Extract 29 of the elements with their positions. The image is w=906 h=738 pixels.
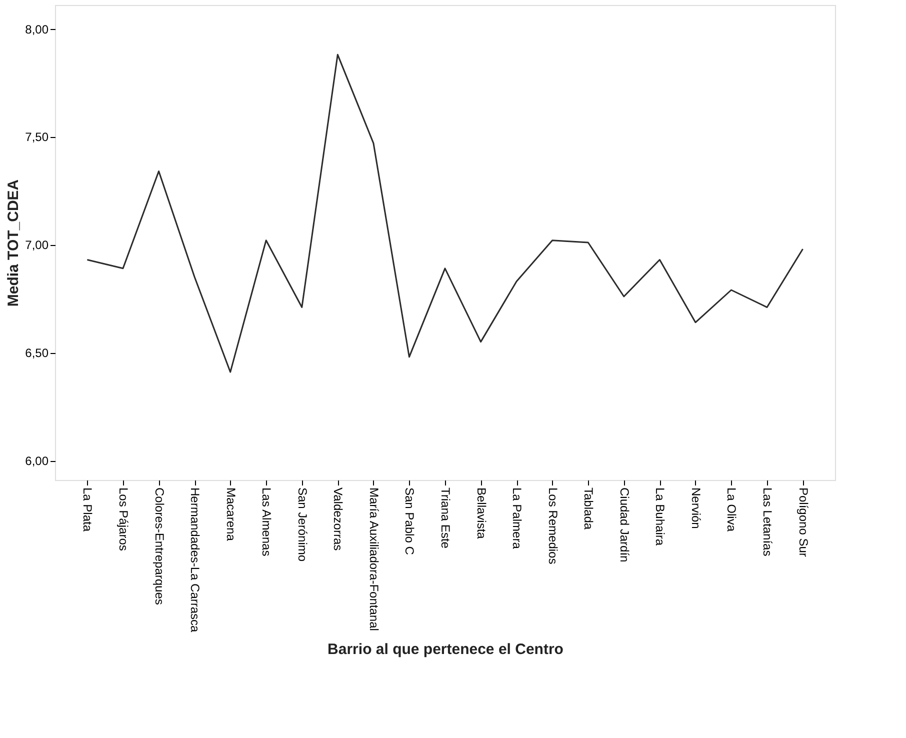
x-tick-label: Los Pájaros [116,488,130,551]
x-tick-label: Las Almenas [260,488,274,556]
y-tick-label: 6,50 [25,346,49,360]
x-tick-label: Colores-Entreparques [152,488,166,605]
x-tick-label: San Pablo C [402,488,417,556]
y-tick-label: 7,50 [25,130,49,144]
y-axis-title: Media TOT_CDEA [5,179,22,307]
x-tick-label: San Jerónimo [295,488,310,562]
x-axis-title: Barrio al que pertenece el Centro [328,641,564,658]
x-tick-label: Bellavista [474,488,488,540]
x-tick-label: María Auxiliadora-Fontanal [366,488,381,631]
x-tick-label: Macarena [224,488,238,542]
x-tick-label: La Palmera [510,488,524,550]
x-tick-label: Hermandades-La Carrasca [188,488,202,633]
x-tick-label: Las Letanías [760,488,775,556]
x-tick-label: Ciudad Jardín [617,488,632,562]
line-series [86,54,804,373]
y-tick-label: 6,00 [25,454,49,468]
x-tick-label: Polígono Sur [796,488,810,557]
x-tick-label: Nervión [688,488,703,529]
x-tick-label: La Plata [80,488,95,532]
y-tick-label: 8,00 [25,22,49,36]
x-tick-label: Valdezorras [331,488,346,551]
x-tick-label: La Oliva [724,488,739,532]
y-tick-label: 7,00 [25,238,49,252]
x-tick-label: La Buhaira [653,488,668,546]
x-tick-label: Los Remedios [546,488,560,564]
x-tick-label: Tablada [582,488,596,530]
x-tick-label: Triana Este [438,488,452,549]
